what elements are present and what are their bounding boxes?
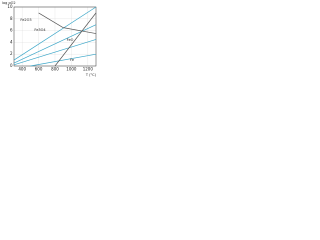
page: {"chart_data": {"type": "line", "x_label… <box>0 0 100 78</box>
region-label: Fe <box>70 58 74 62</box>
x-axis-label: T (°C) <box>85 73 97 77</box>
series-line <box>38 12 97 34</box>
y-tick-label: 4 <box>10 39 13 44</box>
series-line <box>30 53 97 67</box>
region-label: Fe3O4 <box>34 28 46 32</box>
y-tick-label: 0 <box>10 63 13 68</box>
x-tick-label: 600 <box>35 67 43 72</box>
x-tick-label: 800 <box>51 67 59 72</box>
region-label: FeO <box>67 38 74 42</box>
x-tick-label: 400 <box>18 67 26 72</box>
y-tick-label: 10 <box>7 4 13 9</box>
series-line <box>54 12 97 67</box>
y-tick-label: 6 <box>10 28 13 33</box>
series-line <box>13 6 97 61</box>
region-label: Fe2O3 <box>20 18 31 22</box>
x-tick-label: 1200 <box>83 67 94 72</box>
chart: log pO2 T (°C) 0 2 4 6 8 10 400 600 800 1000 1200 F… <box>2 1 97 77</box>
series-line <box>13 39 97 66</box>
y-tick-label: 8 <box>10 16 13 21</box>
x-tick-label: 1000 <box>66 67 77 72</box>
y-tick-label: 2 <box>10 51 13 56</box>
y-axis-label: log pO2 <box>2 1 16 5</box>
